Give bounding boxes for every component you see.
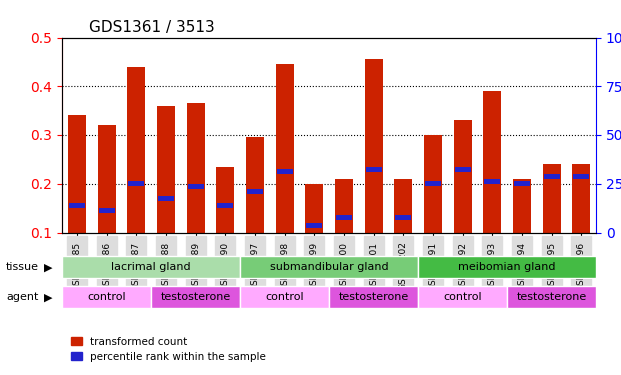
Text: lacrimal gland: lacrimal gland — [111, 262, 191, 272]
Bar — [394, 179, 412, 232]
Text: control: control — [443, 292, 482, 302]
Text: GDS1361 / 3513: GDS1361 / 3513 — [89, 20, 214, 35]
Bar — [158, 196, 174, 201]
Bar — [454, 120, 471, 232]
Bar — [129, 182, 144, 186]
Text: testosterone: testosterone — [517, 292, 587, 302]
Bar — [99, 208, 115, 213]
Bar — [276, 169, 292, 174]
Bar — [187, 104, 204, 232]
Text: testosterone: testosterone — [338, 292, 409, 302]
Bar — [425, 182, 441, 186]
FancyBboxPatch shape — [240, 286, 329, 308]
Bar — [157, 106, 175, 232]
FancyBboxPatch shape — [418, 256, 596, 278]
Bar — [366, 166, 382, 172]
Bar — [513, 179, 531, 232]
Bar — [216, 166, 234, 232]
Text: control: control — [265, 292, 304, 302]
Bar — [69, 203, 85, 208]
Bar — [276, 64, 294, 232]
Text: testosterone: testosterone — [160, 292, 231, 302]
Bar — [246, 138, 264, 232]
Bar — [127, 67, 145, 232]
FancyBboxPatch shape — [151, 286, 240, 308]
FancyBboxPatch shape — [62, 286, 151, 308]
Bar — [483, 91, 501, 232]
Legend: transformed count, percentile rank within the sample: transformed count, percentile rank withi… — [67, 333, 270, 366]
Bar — [573, 164, 590, 232]
Text: ▶: ▶ — [43, 262, 52, 272]
Bar — [573, 174, 589, 179]
FancyBboxPatch shape — [418, 286, 507, 308]
Text: submandibular gland: submandibular gland — [270, 262, 389, 272]
Bar — [424, 135, 442, 232]
Bar — [188, 184, 204, 189]
Text: tissue: tissue — [6, 262, 39, 272]
FancyBboxPatch shape — [329, 286, 418, 308]
FancyBboxPatch shape — [507, 286, 596, 308]
Text: control: control — [88, 292, 126, 302]
Bar — [365, 59, 383, 232]
Bar — [335, 179, 353, 232]
Bar — [396, 215, 411, 220]
Bar — [247, 189, 263, 194]
Bar — [455, 166, 471, 172]
Bar — [514, 182, 530, 186]
Text: meibomian gland: meibomian gland — [458, 262, 556, 272]
Bar — [543, 164, 561, 232]
Bar — [97, 125, 116, 232]
Bar — [68, 116, 86, 232]
Bar — [543, 174, 560, 179]
Bar — [306, 223, 322, 228]
Bar — [306, 184, 323, 232]
Text: agent: agent — [6, 292, 39, 302]
FancyBboxPatch shape — [62, 256, 240, 278]
Bar — [217, 203, 233, 208]
Text: ▶: ▶ — [43, 292, 52, 302]
FancyBboxPatch shape — [240, 256, 418, 278]
Bar — [484, 179, 501, 184]
Bar — [336, 215, 352, 220]
